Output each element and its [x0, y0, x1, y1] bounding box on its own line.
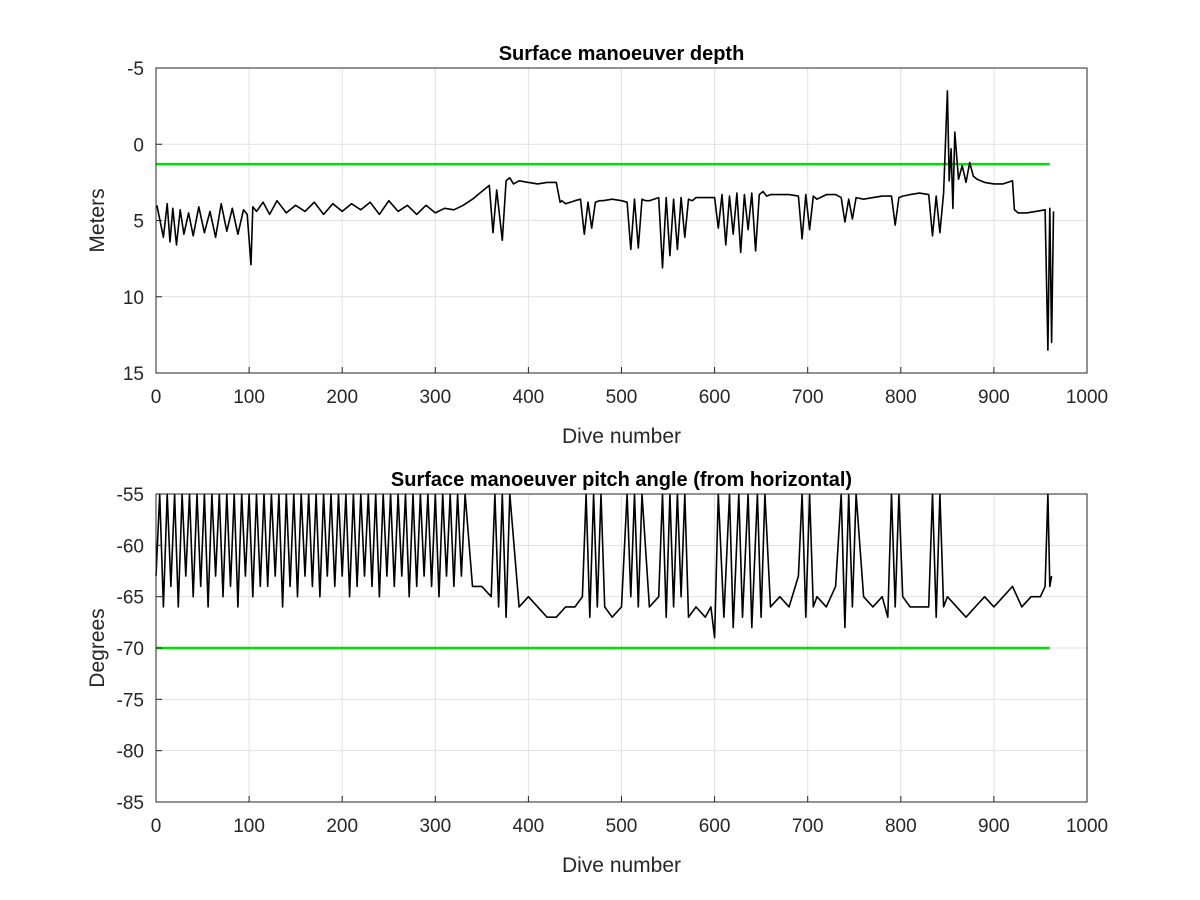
y-tick-label: -55: [117, 485, 144, 506]
x-tick-label: 0: [151, 816, 162, 837]
pitch-chart: 0 100 200 300 400 500 600 700 800 900 1000 -55 -60 -6…: [86, 469, 1108, 877]
pitch-y-axis-label: Degrees: [86, 608, 109, 687]
x-tick-label: 900: [978, 816, 1010, 837]
x-tick-label: 700: [792, 387, 824, 408]
x-tick-label: 700: [792, 816, 824, 837]
pitch-series-line: [155, 493, 1053, 639]
depth-x-axis-label: Dive number: [562, 425, 681, 448]
x-tick-label: 1000: [1066, 387, 1108, 408]
x-tick-label: 500: [606, 816, 638, 837]
x-tick-label: 600: [699, 816, 731, 837]
x-tick-label: 800: [885, 387, 917, 408]
y-tick-label: -80: [117, 742, 144, 763]
x-tick-label: 800: [885, 816, 917, 837]
depth-chart-title: Surface manoeuver depth: [499, 43, 745, 65]
pitch-x-axis-label: Dive number: [562, 854, 681, 877]
y-tick-label: -5: [127, 59, 144, 80]
x-tick-label: 200: [326, 387, 358, 408]
x-tick-label: 100: [233, 816, 265, 837]
y-tick-label: -70: [117, 639, 144, 660]
x-tick-label: 200: [326, 816, 358, 837]
y-tick-label: -60: [117, 536, 144, 557]
depth-chart: 0 100 200 300 400 500 600 700 800 900 1000 -5 0 5 10 15…: [86, 43, 1108, 448]
depth-y-axis-label: Meters: [86, 188, 109, 252]
x-tick-label: 600: [699, 387, 731, 408]
pitch-chart-title: Surface manoeuver pitch angle (from hori…: [391, 469, 852, 491]
y-tick-label: 10: [123, 288, 144, 309]
x-tick-label: 300: [419, 387, 451, 408]
x-tick-label: 500: [606, 387, 638, 408]
y-tick-label: 5: [133, 212, 144, 233]
y-tick-label: 15: [123, 364, 144, 385]
x-tick-label: 400: [513, 816, 545, 837]
x-tick-label: 1000: [1066, 816, 1108, 837]
y-tick-label: 0: [133, 135, 144, 156]
x-tick-label: 0: [151, 387, 162, 408]
y-tick-label: -65: [117, 588, 144, 609]
y-tick-label: -85: [117, 793, 144, 814]
x-tick-label: 100: [233, 387, 265, 408]
x-tick-label: 400: [513, 387, 545, 408]
depth-series-line: [156, 90, 1055, 351]
x-tick-label: 300: [419, 816, 451, 837]
x-tick-label: 900: [978, 387, 1010, 408]
y-tick-label: -75: [117, 690, 144, 711]
